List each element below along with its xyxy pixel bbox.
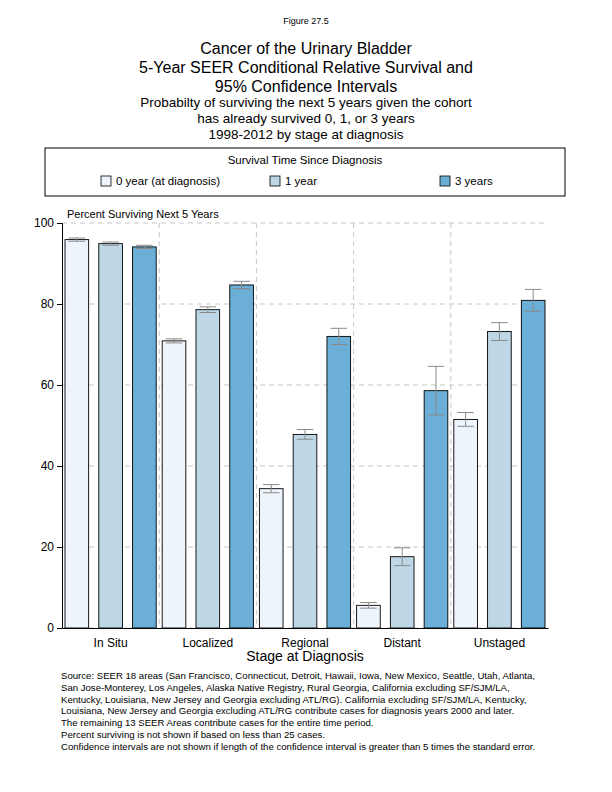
bar — [99, 244, 123, 628]
error-bar — [136, 245, 153, 248]
legend-label: 3 years — [455, 175, 493, 187]
bar — [162, 341, 186, 628]
x-axis: In SituLocalizedRegionalDistantUnstaged — [63, 629, 549, 650]
error-bar — [428, 366, 445, 415]
y-tick-mark — [57, 466, 62, 467]
source-note: Source: SEER 18 areas (San Francisco, Co… — [61, 670, 535, 681]
group-separator — [450, 223, 451, 628]
error-bar — [233, 281, 250, 288]
error-bar — [331, 328, 348, 344]
legend-swatch — [101, 176, 111, 186]
bar — [424, 391, 448, 628]
bar — [390, 557, 414, 628]
group-separator — [353, 223, 354, 628]
bar — [65, 240, 89, 628]
bar — [230, 285, 254, 628]
legend: Survival Time Since Diagnosis 0 year (at … — [45, 148, 565, 196]
error-bar — [491, 323, 508, 341]
title: Cancer of the Urinary Bladder — [200, 40, 412, 57]
legend-box — [45, 148, 565, 196]
title: 5-Year SEER Conditional Relative Surviva… — [139, 59, 473, 76]
y-tick-label: 40 — [41, 459, 55, 473]
source-note: San Jose-Monterey, Los Angeles, Alaska N… — [61, 682, 510, 693]
grid-line — [62, 223, 548, 224]
x-tick-label: In Situ — [94, 636, 128, 650]
error-bar — [200, 307, 217, 313]
bar — [196, 310, 220, 628]
subtitle: Probabilty of surviving the next 5 years… — [140, 95, 472, 110]
y-axis-title: Percent Surviving Next 5 Years — [67, 208, 219, 220]
error-bar — [525, 289, 542, 311]
error-bar — [297, 430, 314, 440]
source-note: Confidence intervals are not shown if le… — [61, 741, 535, 752]
bar — [521, 300, 545, 628]
error-bar — [394, 548, 411, 566]
subtitle: has already survived 0, 1, or 3 years — [197, 111, 415, 126]
error-bar — [69, 238, 86, 241]
group-separator — [159, 223, 160, 628]
legend-title: Survival Time Since Diagnosis — [228, 154, 383, 166]
y-axis-line — [57, 224, 63, 629]
y-tick-label: 20 — [41, 540, 55, 554]
y-tick-mark — [57, 223, 62, 224]
chart: Figure 27.5 Cancer of the Urinary Bladder… — [0, 0, 612, 792]
source-note: The remaining 13 SEER Areas contribute c… — [61, 717, 374, 728]
x-tick: In Situ — [94, 636, 128, 650]
bar — [259, 489, 283, 628]
group-separator — [256, 223, 257, 628]
subtitle: 1998-2012 by stage at diagnosis — [208, 127, 403, 142]
y-tick: 60 — [41, 378, 62, 392]
source-note: Percent surviving is not shown if based … — [61, 729, 325, 740]
legend-label: 1 year — [285, 175, 317, 187]
x-tick-label: Localized — [182, 636, 233, 650]
y-tick-label: 100 — [34, 216, 54, 230]
y-tick-label: 0 — [47, 621, 54, 635]
y-tick-label: 80 — [41, 297, 55, 311]
y-tick-mark — [57, 385, 62, 386]
y-tick-mark — [57, 304, 62, 305]
x-tick: Distant — [384, 636, 422, 650]
x-tick-label: Unstaged — [474, 636, 525, 650]
bar — [133, 247, 157, 628]
legend-swatch — [440, 176, 450, 186]
error-bar — [360, 602, 377, 608]
y-axis: 0 20 40 60 80 100 — [34, 216, 63, 635]
x-tick: Unstaged — [474, 636, 525, 650]
bar — [327, 336, 351, 628]
y-tick: 20 — [41, 540, 62, 554]
legend-swatch — [270, 176, 280, 186]
error-bar — [102, 242, 119, 245]
x-axis-line — [63, 628, 549, 629]
title: 95% Confidence Intervals — [215, 78, 397, 95]
bar — [293, 434, 317, 628]
figure-label: Figure 27.5 — [283, 16, 329, 26]
y-tick: 0 — [47, 621, 62, 635]
y-tick: 80 — [41, 297, 62, 311]
bar — [357, 605, 381, 628]
error-bar — [263, 485, 280, 493]
bar — [488, 332, 512, 628]
source-note: Kentucky, Louisiana, New Jersey and Geor… — [61, 694, 527, 705]
error-bar — [166, 339, 183, 343]
y-tick: 100 — [34, 216, 62, 230]
legend-label: 0 year (at diagnosis) — [116, 175, 220, 187]
y-tick-label: 60 — [41, 378, 55, 392]
y-tick: 40 — [41, 459, 62, 473]
x-tick-label: Distant — [384, 636, 422, 650]
plot-area — [65, 238, 545, 628]
error-bar — [457, 413, 474, 427]
y-tick-mark — [57, 628, 62, 629]
grid — [62, 223, 548, 628]
x-tick: Localized — [182, 636, 233, 650]
source-note: Louisiana, New Jersey and Georgia exclud… — [61, 705, 514, 716]
y-tick-mark — [57, 547, 62, 548]
bar — [454, 419, 478, 628]
x-axis-title: Stage at Diagnosis — [246, 648, 364, 664]
